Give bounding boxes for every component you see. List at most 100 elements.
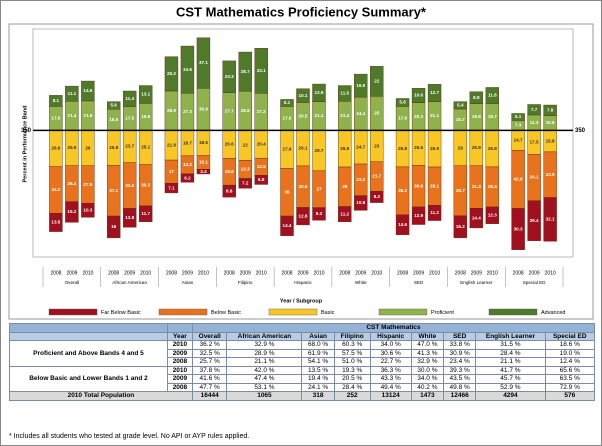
table-cell: CST Mathematics bbox=[191, 323, 596, 333]
group-label: Overall bbox=[65, 280, 80, 285]
chart: CST Mathematics Proficiency Summary* Per… bbox=[8, 4, 594, 320]
group-label: Filipino bbox=[238, 280, 253, 285]
data-label: 33.6 bbox=[125, 183, 134, 188]
table-cell: 576 bbox=[544, 391, 596, 401]
table-cell: 22.7 % bbox=[369, 357, 412, 367]
data-label: 10.1 bbox=[199, 160, 208, 165]
table-cell: 2010 bbox=[166, 340, 193, 350]
data-label: 26.8 bbox=[398, 146, 407, 151]
data-label: 7.7 bbox=[531, 107, 538, 112]
bar-segment bbox=[106, 101, 121, 110]
data-label: 15.5 bbox=[109, 117, 118, 122]
data-label: 7.3 bbox=[515, 123, 522, 128]
table-cell: 19.4 % bbox=[301, 374, 335, 384]
data-label: 11.3 bbox=[530, 120, 539, 125]
table-cell: 33.8 % bbox=[443, 340, 477, 350]
data-label: 25 bbox=[374, 111, 380, 116]
data-label: 27.9 bbox=[283, 147, 292, 152]
legend-swatch bbox=[488, 308, 538, 316]
data-label: 13.2 bbox=[183, 162, 192, 167]
table-cell: 57.5 % bbox=[333, 348, 371, 358]
bar-segment bbox=[527, 104, 541, 116]
table-cell: 45.7 % bbox=[475, 374, 546, 384]
data-label: 10.6 bbox=[414, 93, 423, 98]
table-cell: 34.0 % bbox=[369, 340, 412, 350]
summary-table: CST Mathematics Year Overall African Americ… bbox=[9, 323, 596, 401]
data-label: 19.8 bbox=[141, 114, 150, 119]
data-label: 35.2 bbox=[398, 188, 407, 193]
data-label: 10.3 bbox=[83, 208, 92, 213]
x-tick-label: 2008 bbox=[166, 270, 177, 276]
data-label: 21.1 bbox=[315, 113, 324, 118]
bar-segment bbox=[280, 215, 294, 236]
data-label: 7.1 bbox=[168, 185, 175, 190]
table-cell: African American bbox=[226, 331, 303, 341]
data-label: 16.9 bbox=[356, 83, 365, 88]
bar-segment bbox=[411, 88, 426, 103]
data-label: 11.8 bbox=[488, 93, 497, 98]
table-cell: 24.1 % bbox=[301, 382, 335, 392]
bar-segment bbox=[296, 207, 310, 226]
data-label: 21.4 bbox=[67, 113, 76, 118]
data-label: 34.1 bbox=[530, 175, 539, 180]
data-label: 26.9 bbox=[430, 146, 439, 151]
data-label: 26.4 bbox=[67, 181, 76, 186]
bar-segment bbox=[180, 45, 195, 94]
data-label: 29.4 bbox=[488, 184, 497, 189]
data-label: 15.8 bbox=[546, 138, 555, 143]
data-label: 28.7 bbox=[241, 69, 250, 74]
data-label: 32.1 bbox=[546, 217, 555, 222]
data-label: 9.3 bbox=[316, 211, 323, 216]
bar-segment bbox=[138, 205, 153, 222]
table-cell: 23.4 % bbox=[443, 357, 477, 367]
data-label: 30.6 bbox=[414, 183, 423, 188]
data-label: 13.5 bbox=[51, 220, 60, 225]
table-cell: 20.5 % bbox=[333, 374, 371, 384]
table-cell: 36.3 % bbox=[369, 365, 412, 375]
bar-segment bbox=[543, 104, 557, 116]
bar-segment bbox=[238, 178, 252, 189]
table-cell: 2009 bbox=[166, 348, 193, 358]
table-cell: 28.4 % bbox=[333, 382, 371, 392]
x-tick-label: 2009 bbox=[66, 270, 77, 276]
legend-label: Below Basic bbox=[211, 310, 241, 316]
table-cell: 28.9 % bbox=[226, 348, 303, 358]
data-label: 27.3 bbox=[183, 109, 192, 114]
data-label: 12.9 bbox=[315, 90, 324, 95]
table-cell: White bbox=[410, 331, 445, 341]
legend-label: Basic bbox=[321, 310, 335, 316]
group-label: Hispanic bbox=[294, 280, 312, 285]
table-cell: Hispanic bbox=[369, 331, 412, 341]
data-label: 15.2 bbox=[67, 209, 76, 214]
x-tick-label: 2009 bbox=[529, 270, 540, 276]
data-label: 19.7 bbox=[488, 114, 497, 119]
data-label: 30.9 bbox=[199, 107, 208, 112]
data-label: 35 bbox=[284, 189, 290, 194]
data-label: 5.4 bbox=[457, 103, 464, 108]
x-tick-label: 2010 bbox=[429, 270, 440, 276]
data-label: 21.4 bbox=[340, 113, 349, 118]
x-tick-label: 2010 bbox=[256, 270, 267, 276]
table-cell: 42.0 % bbox=[226, 365, 303, 375]
data-label: 37.1 bbox=[109, 188, 118, 193]
data-label: 25.1 bbox=[141, 145, 150, 150]
data-label: 14.6 bbox=[83, 88, 92, 93]
table-row: CST Mathematics bbox=[9, 323, 596, 333]
bar-segment bbox=[427, 84, 442, 102]
bar-segment bbox=[453, 215, 468, 239]
bar-segment bbox=[395, 214, 410, 235]
reference-label: 350 bbox=[21, 128, 32, 134]
table-cell: 47.0 % bbox=[410, 340, 445, 350]
table-row: 2008 47.7 % 53.1 % 24.1 % 28.4 % 49.4 % 40.2 %… bbox=[10, 382, 596, 392]
table-cell: 41.3 % bbox=[410, 348, 445, 358]
data-label: 12.7 bbox=[430, 90, 439, 95]
table-cell: 40.2 % bbox=[410, 382, 445, 392]
table-cell: Special ED bbox=[544, 331, 596, 341]
data-label: 30.3 bbox=[141, 182, 150, 187]
data-label: 30.5 bbox=[299, 184, 308, 189]
bar-segment bbox=[138, 85, 153, 104]
table-cell bbox=[9, 323, 168, 333]
data-label: 29.4 bbox=[530, 218, 539, 223]
legend-label: Advanced bbox=[541, 310, 565, 316]
